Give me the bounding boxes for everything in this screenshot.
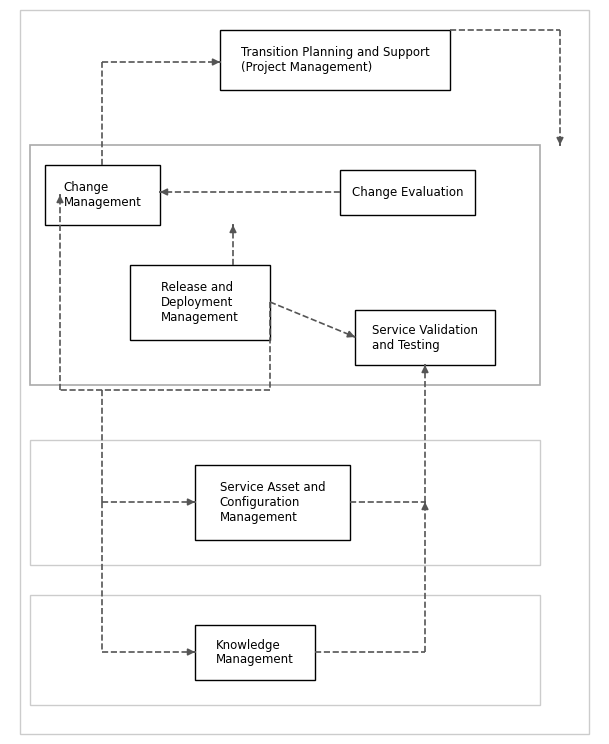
Text: Change Evaluation: Change Evaluation xyxy=(352,186,463,199)
Bar xyxy=(30,145,540,385)
FancyBboxPatch shape xyxy=(195,465,350,540)
Text: Transition Planning and Support
(Project Management): Transition Planning and Support (Project… xyxy=(241,46,429,74)
FancyBboxPatch shape xyxy=(45,165,160,225)
FancyBboxPatch shape xyxy=(340,170,475,215)
FancyBboxPatch shape xyxy=(355,310,495,365)
Bar xyxy=(30,595,540,705)
Text: Service Validation
and Testing: Service Validation and Testing xyxy=(372,324,478,351)
FancyBboxPatch shape xyxy=(130,265,270,340)
Bar xyxy=(30,440,540,565)
Text: Release and
Deployment
Management: Release and Deployment Management xyxy=(161,281,239,324)
FancyBboxPatch shape xyxy=(195,625,315,680)
Text: Change
Management: Change Management xyxy=(63,181,141,209)
Text: Knowledge
Management: Knowledge Management xyxy=(216,638,294,667)
Text: Service Asset and
Configuration
Management: Service Asset and Configuration Manageme… xyxy=(220,481,325,524)
FancyBboxPatch shape xyxy=(220,30,450,90)
